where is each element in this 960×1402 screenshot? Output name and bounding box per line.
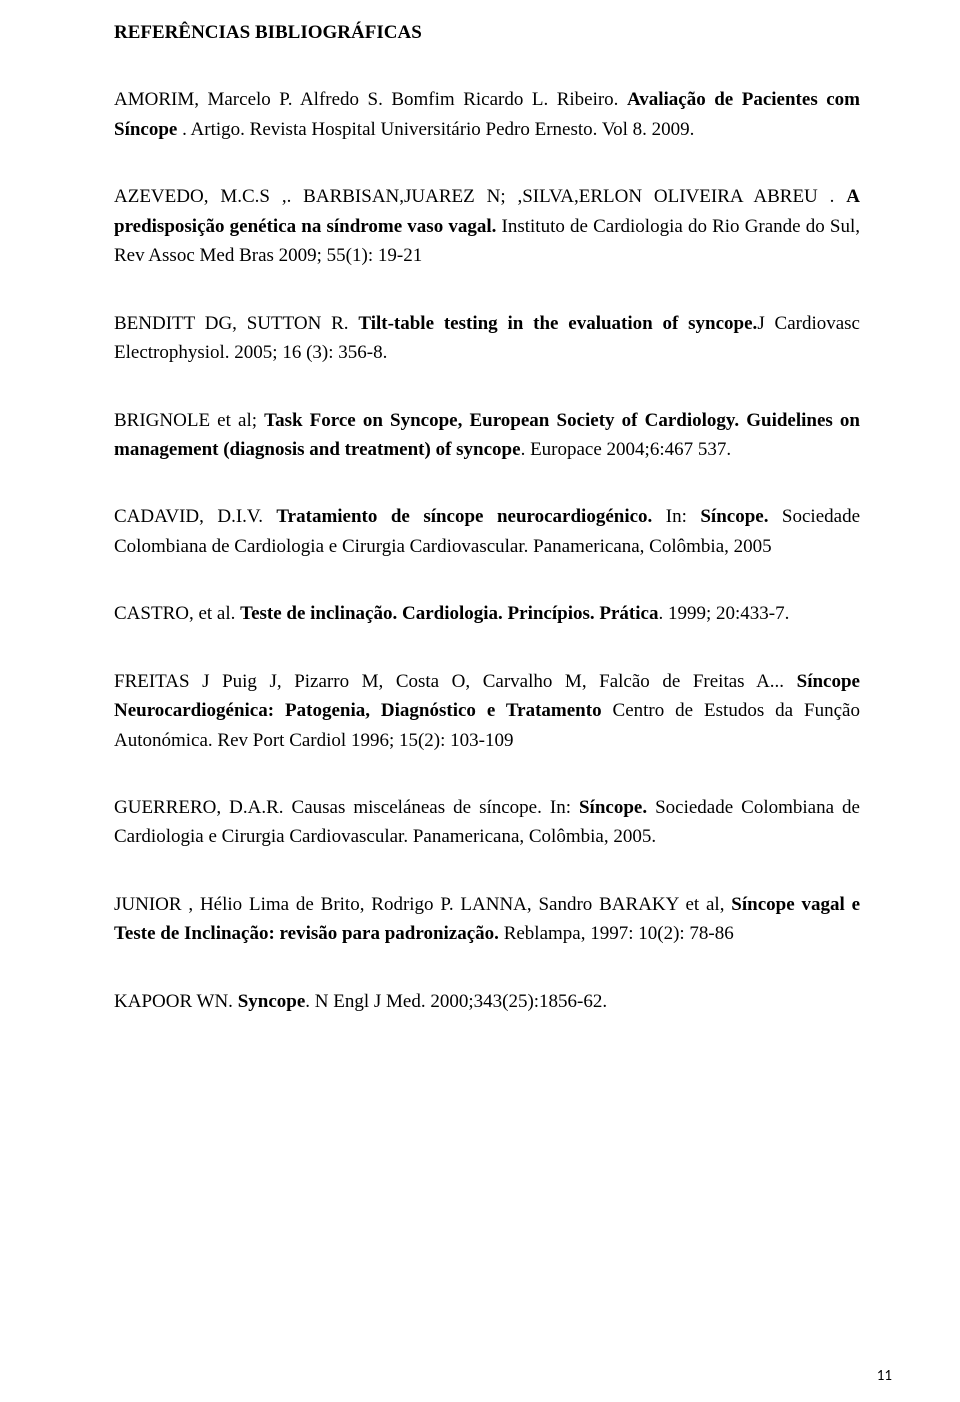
- references-container: AMORIM, Marcelo P. Alfredo S. Bomfim Ric…: [114, 85, 860, 1016]
- reference-entry: GUERRERO, D.A.R. Causas misceláneas de s…: [114, 793, 860, 852]
- reference-entry: FREITAS J Puig J, Pizarro M, Costa O, Ca…: [114, 667, 860, 755]
- reference-text: . N Engl J Med. 2000;343(25):1856-62.: [305, 991, 607, 1012]
- page: REFERÊNCIAS BIBLIOGRÁFICAS AMORIM, Marce…: [0, 0, 960, 1402]
- reference-entry: BENDITT DG, SUTTON R. Tilt-table testing…: [114, 309, 860, 368]
- reference-text: Reblampa, 1997: 10(2): 78-86: [499, 923, 734, 944]
- reference-entry: AZEVEDO, M.C.S ,. BARBISAN,JUAREZ N; ,SI…: [114, 182, 860, 270]
- reference-title: Tratamiento de síncope neurocardiogénico…: [276, 506, 652, 527]
- reference-title: Tilt-table testing in the evaluation of …: [358, 313, 757, 334]
- reference-entry: BRIGNOLE et al; Task Force on Syncope, E…: [114, 406, 860, 465]
- reference-text: . Europace 2004;6:467 537.: [521, 439, 732, 460]
- reference-text: BENDITT DG, SUTTON R.: [114, 313, 358, 334]
- reference-title: Síncope.: [700, 506, 768, 527]
- reference-entry: CADAVID, D.I.V. Tratamiento de síncope n…: [114, 502, 860, 561]
- reference-entry: KAPOOR WN. Syncope. N Engl J Med. 2000;3…: [114, 987, 860, 1016]
- reference-text: CASTRO, et al.: [114, 603, 240, 624]
- reference-text: KAPOOR WN.: [114, 991, 238, 1012]
- reference-text: AMORIM, Marcelo P. Alfredo S. Bomfim Ric…: [114, 89, 627, 110]
- reference-entry: AMORIM, Marcelo P. Alfredo S. Bomfim Ric…: [114, 85, 860, 144]
- reference-text: BRIGNOLE et al;: [114, 410, 264, 431]
- reference-text: AZEVEDO, M.C.S ,. BARBISAN,JUAREZ N; ,SI…: [114, 186, 846, 207]
- reference-text: In:: [652, 506, 700, 527]
- section-title: REFERÊNCIAS BIBLIOGRÁFICAS: [114, 18, 860, 47]
- reference-text: GUERRERO, D.A.R. Causas misceláneas de s…: [114, 797, 579, 818]
- reference-text: JUNIOR , Hélio Lima de Brito, Rodrigo P.…: [114, 894, 731, 915]
- reference-text: FREITAS J Puig J, Pizarro M, Costa O, Ca…: [114, 671, 797, 692]
- reference-entry: CASTRO, et al. Teste de inclinação. Card…: [114, 599, 860, 628]
- reference-text: . 1999; 20:433-7.: [658, 603, 789, 624]
- reference-title: Syncope: [238, 991, 306, 1012]
- reference-text: CADAVID, D.I.V.: [114, 506, 276, 527]
- reference-entry: JUNIOR , Hélio Lima de Brito, Rodrigo P.…: [114, 890, 860, 949]
- reference-text: . Artigo. Revista Hospital Universitário…: [177, 119, 694, 140]
- page-number: 11: [877, 1365, 892, 1388]
- reference-title: Teste de inclinação. Cardiologia. Princí…: [240, 603, 658, 624]
- reference-title: Síncope.: [579, 797, 647, 818]
